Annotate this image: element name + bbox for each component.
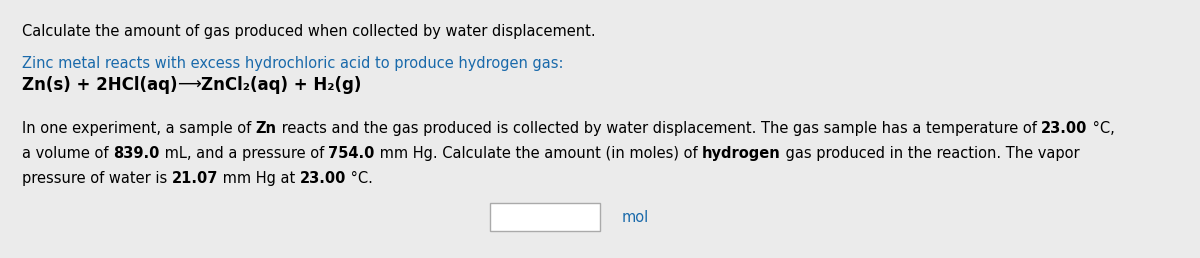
Text: mm Hg at: mm Hg at [218, 171, 300, 186]
Text: ⟶: ⟶ [178, 76, 202, 94]
Text: Zn(s) + 2HCl(aq): Zn(s) + 2HCl(aq) [22, 76, 178, 94]
Text: pressure of water is: pressure of water is [22, 171, 172, 186]
Text: ZnCl₂(aq) + H₂(g): ZnCl₂(aq) + H₂(g) [202, 76, 361, 94]
Text: 754.0: 754.0 [329, 146, 374, 161]
Text: 23.00: 23.00 [300, 171, 347, 186]
Text: mol: mol [622, 209, 649, 224]
Text: 21.07: 21.07 [172, 171, 218, 186]
Text: reacts and the gas produced is collected by water displacement. The gas sample h: reacts and the gas produced is collected… [277, 121, 1042, 136]
Text: a volume of: a volume of [22, 146, 113, 161]
Text: In one experiment, a sample of: In one experiment, a sample of [22, 121, 256, 136]
Text: 23.00: 23.00 [1042, 121, 1087, 136]
Text: gas produced in the reaction. The vapor: gas produced in the reaction. The vapor [781, 146, 1079, 161]
Text: hydrogen: hydrogen [702, 146, 781, 161]
Text: Zinc metal reacts with excess hydrochloric acid to produce hydrogen gas:: Zinc metal reacts with excess hydrochlor… [22, 56, 564, 71]
Text: mL, and a pressure of: mL, and a pressure of [160, 146, 329, 161]
Text: °C.: °C. [347, 171, 373, 186]
Text: mm Hg. Calculate the amount (in moles) of: mm Hg. Calculate the amount (in moles) o… [374, 146, 702, 161]
Text: 839.0: 839.0 [113, 146, 160, 161]
Text: °C,: °C, [1087, 121, 1115, 136]
Text: Calculate the amount of gas produced when collected by water displacement.: Calculate the amount of gas produced whe… [22, 24, 595, 39]
Text: Zn: Zn [256, 121, 277, 136]
Bar [490, 203, 600, 231]
